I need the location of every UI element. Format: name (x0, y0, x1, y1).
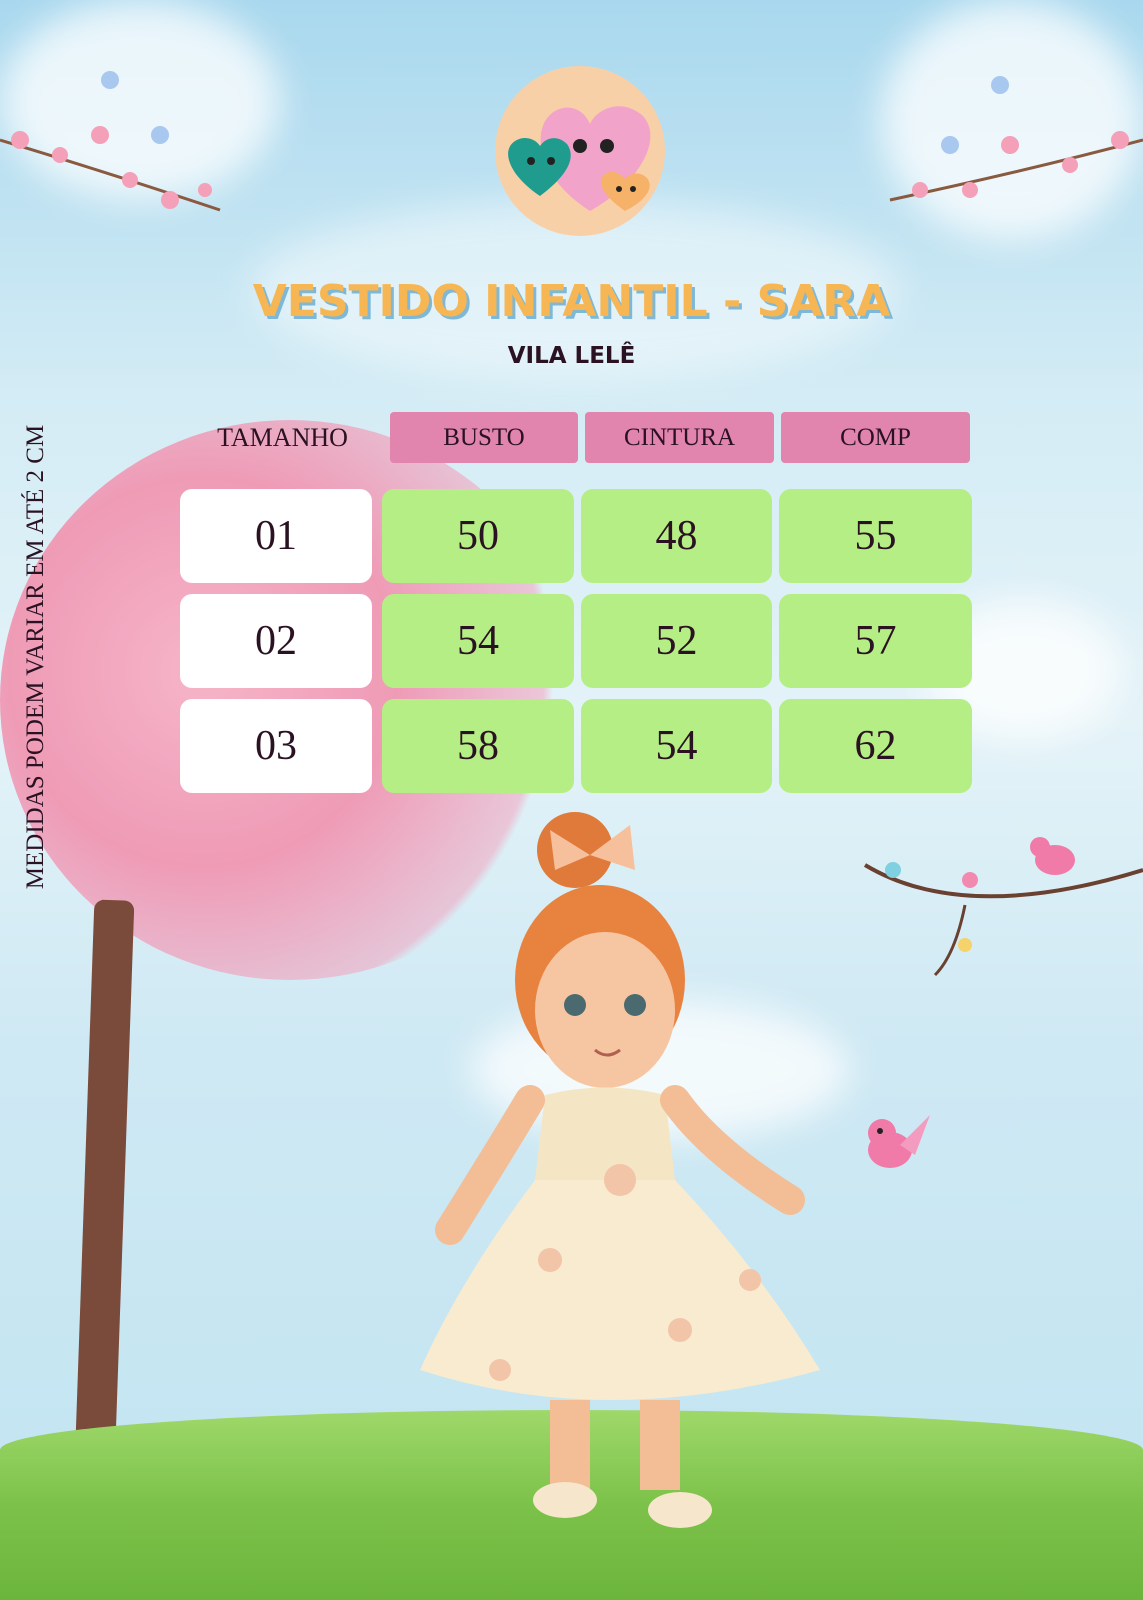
header-comp: COMP (781, 412, 970, 463)
page-title: VESTIDO INFANTIL - SARA (252, 276, 891, 327)
cintura-cell: 54 (581, 699, 772, 793)
size-cell: 03 (180, 699, 372, 793)
cintura-cell: 48 (581, 489, 772, 583)
busto-cell: 54 (382, 594, 574, 688)
blossom-branch-icon (889, 76, 1143, 202)
cherry-tree-trunk (75, 899, 135, 1441)
comp-cell: 62 (779, 699, 972, 793)
comp-cell: 57 (779, 594, 972, 688)
header-tamanho: TAMANHO (217, 422, 348, 452)
size-cell: 02 (180, 594, 372, 688)
brand-name: VILA LELÊ (507, 343, 636, 369)
cloud (880, 0, 1143, 240)
girl-in-dress-illustration (420, 812, 820, 1528)
busto-cell: 50 (382, 489, 574, 583)
header-cintura: CINTURA (585, 412, 774, 463)
busto-cell: 58 (382, 699, 574, 793)
comp-cell: 55 (779, 489, 972, 583)
hearts-logo-icon (508, 106, 651, 211)
size-cell: 01 (180, 489, 372, 583)
cintura-cell: 52 (581, 594, 772, 688)
cloud (0, 0, 280, 200)
measurement-disclaimer: MEDIDAS PODEM VARIAR EM ATÉ 2 CM (22, 424, 49, 890)
header-busto: BUSTO (390, 412, 578, 463)
blossom-branch-icon (0, 71, 221, 212)
pink-bird-icon (868, 1115, 930, 1168)
bird-on-branch-icon (863, 837, 1143, 977)
brand-logo (495, 66, 665, 236)
